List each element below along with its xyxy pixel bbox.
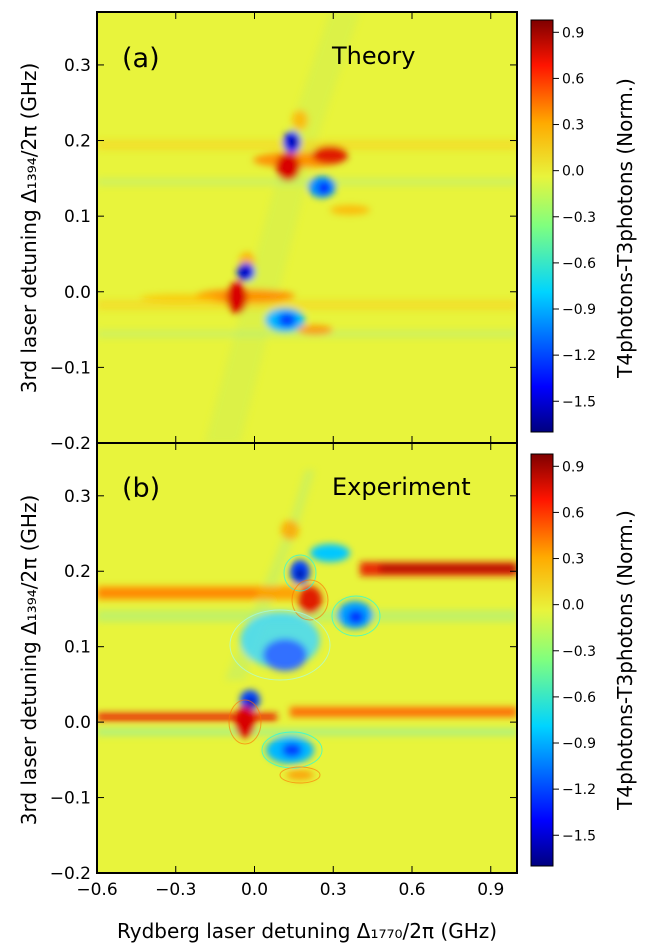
colorbar-a-label: T4photons-T3photons (Norm.) [613,78,637,379]
y-tick-label: −0.2 [50,864,91,884]
x-tick-label: 0.9 [477,880,504,900]
y-tick-label: −0.1 [50,358,91,378]
colorbar-b [530,453,554,867]
panel-b-title: Experiment [332,473,471,501]
panel-a-heatmap [97,12,517,443]
colorbar-tick-label: −0.6 [562,256,596,272]
colorbar-tick-label: −0.9 [562,736,596,752]
panel-a-background [97,12,517,443]
colorbar-a [530,19,554,433]
y-tick-label: 0.3 [64,487,91,507]
tick-layer: −0.2 −0.1 0.0 0.1 0.2 0.3 0.9 0.6 0.3 0.0 −0.3 −0.6… [50,12,596,900]
colorbar-tick-label: 0.3 [562,118,584,134]
colorbar-tick-label: 0.3 [562,552,584,568]
colorbar-tick-label: 0.6 [562,505,584,521]
y-tick-label: 0.3 [64,56,91,76]
y-tick-label: 0.2 [64,132,91,152]
y-tick-label: 0.2 [64,562,91,582]
y-tick-label: 0.0 [64,283,91,303]
x-axis-label: Rydberg laser detuning Δ₁₇₇₀/2π (GHz) [117,919,497,943]
y-tick-label: 0.0 [64,713,91,733]
colorbar-tick-label: 0.0 [562,598,584,614]
x-tick-label: 0.6 [398,880,425,900]
panel-b-label: (b) [122,473,160,504]
y-tick-label: 0.1 [64,638,91,658]
colorbar-tick-label: −0.6 [562,690,596,706]
colorbar-tick-label: −0.3 [562,210,596,226]
colorbar-tick-label: −1.5 [562,394,596,410]
colorbar-tick-label: −1.5 [562,828,596,844]
colorbar-tick-label: 0.0 [562,164,584,180]
panel-a-label: (a) [122,43,160,74]
y-axis-label-b: 3rd laser detuning Δ₁₃₉₄/2π (GHz) [17,495,41,826]
colorbar-tick-label: −0.3 [562,644,596,660]
panel-b-heatmap [97,443,517,873]
colorbar-b-label: T4photons-T3photons (Norm.) [613,510,637,811]
colorbar-tick-label: 0.9 [562,459,584,475]
x-tick-label: −0.3 [155,880,196,900]
y-tick-label: −0.2 [50,434,91,454]
colorbar-tick-label: −0.9 [562,302,596,318]
colorbar-tick-label: 0.9 [562,25,584,41]
x-tick-label: 0.0 [241,880,268,900]
panel-a-title: Theory [331,42,415,70]
y-tick-label: −0.1 [50,789,91,809]
y-tick-label: 0.1 [64,207,91,227]
y-axis-label-a: 3rd laser detuning Δ₁₃₉₄/2π (GHz) [17,63,41,394]
panel-b-frame [96,442,518,874]
x-tick-label: 0.3 [320,880,347,900]
x-tick-label: −0.6 [76,880,117,900]
colorbar-tick-label: 0.6 [562,71,584,87]
colorbar-tick-label: −1.2 [562,348,596,364]
colorbar-tick-label: −1.2 [562,782,596,798]
